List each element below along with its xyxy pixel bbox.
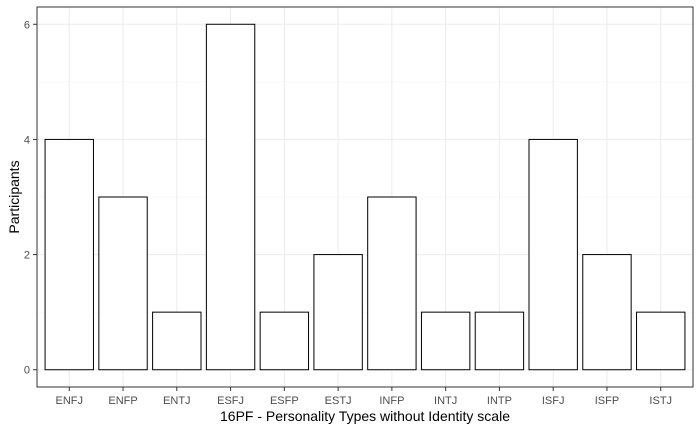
x-axis-title: 16PF - Personality Types without Identit… <box>220 408 510 424</box>
x-tick-label: INFP <box>379 395 404 407</box>
bar-intj <box>420 311 471 371</box>
bar-istj <box>636 311 686 371</box>
bar-infp <box>367 196 417 371</box>
x-axis: ENFJ ENFP ENTJ ESFJ ESFP ESTJ INFP INTJ INTP ISFJ… <box>56 387 672 407</box>
y-tick-label: 0 <box>24 365 30 377</box>
y-axis-title: Participants <box>6 160 22 233</box>
x-tick-label: ENFJ <box>56 395 84 407</box>
x-tick-label: ISTJ <box>649 395 672 407</box>
x-tick-label: ISFP <box>595 395 619 407</box>
bar-isfj <box>528 138 578 371</box>
x-tick-label: ESFP <box>270 395 299 407</box>
bars <box>44 23 686 371</box>
x-tick-label: ENFP <box>108 395 137 407</box>
panel-border <box>36 6 694 388</box>
x-tick-label: INTP <box>487 395 512 407</box>
y-tick-label: 4 <box>24 134 30 146</box>
y-tick-label: 2 <box>24 250 30 262</box>
x-tick-label: ISFJ <box>542 395 565 407</box>
bar-estj <box>313 254 363 371</box>
x-tick-label: ESFJ <box>217 395 244 407</box>
bar-enfp <box>98 196 148 371</box>
bar-esfj <box>205 23 256 371</box>
x-tick-label: ENTJ <box>163 395 191 407</box>
bar-entj <box>152 311 202 371</box>
bar-enfj <box>44 138 94 371</box>
y-axis: 0 2 4 6 <box>24 19 37 377</box>
bar-isfp <box>582 254 632 371</box>
bar-esfp <box>259 311 310 371</box>
y-tick-label: 6 <box>24 19 30 31</box>
x-tick-label: INTJ <box>434 395 457 407</box>
x-tick-label: ESTJ <box>325 395 352 407</box>
bar-intp <box>474 311 525 371</box>
